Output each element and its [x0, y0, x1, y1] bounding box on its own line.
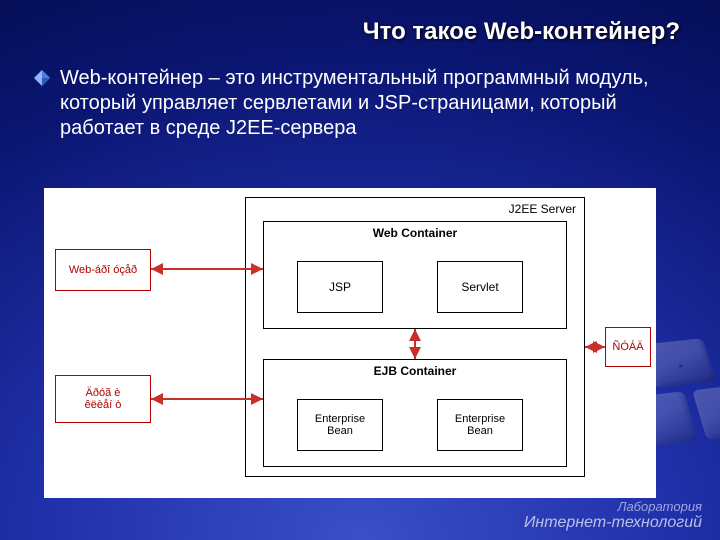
diagram-node-app: Äðóã è êëèåí ò [55, 375, 151, 423]
footer-line2: Интернет-технологий [524, 514, 702, 532]
diamond-icon [34, 70, 50, 91]
diagram-node-servlet: Servlet [437, 261, 523, 313]
diagram-node-eb1: Enterprise Bean [297, 399, 383, 451]
architecture-diagram: J2EE Server Web Container EJB Container JSP… [44, 188, 656, 498]
diagram-node-db: ÑÓÁÄ [605, 327, 651, 367]
slide: Что такое Web-контейнер? Web-контейнер –… [0, 0, 720, 540]
diagram-node-jsp: JSP [297, 261, 383, 313]
footer: Лаборатория Интернет-технологий [524, 500, 702, 532]
slide-title: Что такое Web-контейнер? [363, 18, 680, 46]
diagram-node-eb2: Enterprise Bean [437, 399, 523, 451]
footer-line1: Лаборатория [524, 500, 702, 514]
bullet-text: Web-контейнер – это инструментальный про… [60, 66, 684, 141]
diagram-node-label: Web Container [264, 226, 566, 240]
diagram-node-label: J2EE Server [509, 202, 576, 216]
diagram-node-webbr: Web-áðî óçåð [55, 249, 151, 291]
bullet-row: Web-контейнер – это инструментальный про… [34, 66, 684, 141]
diagram-node-label: EJB Container [264, 364, 566, 378]
